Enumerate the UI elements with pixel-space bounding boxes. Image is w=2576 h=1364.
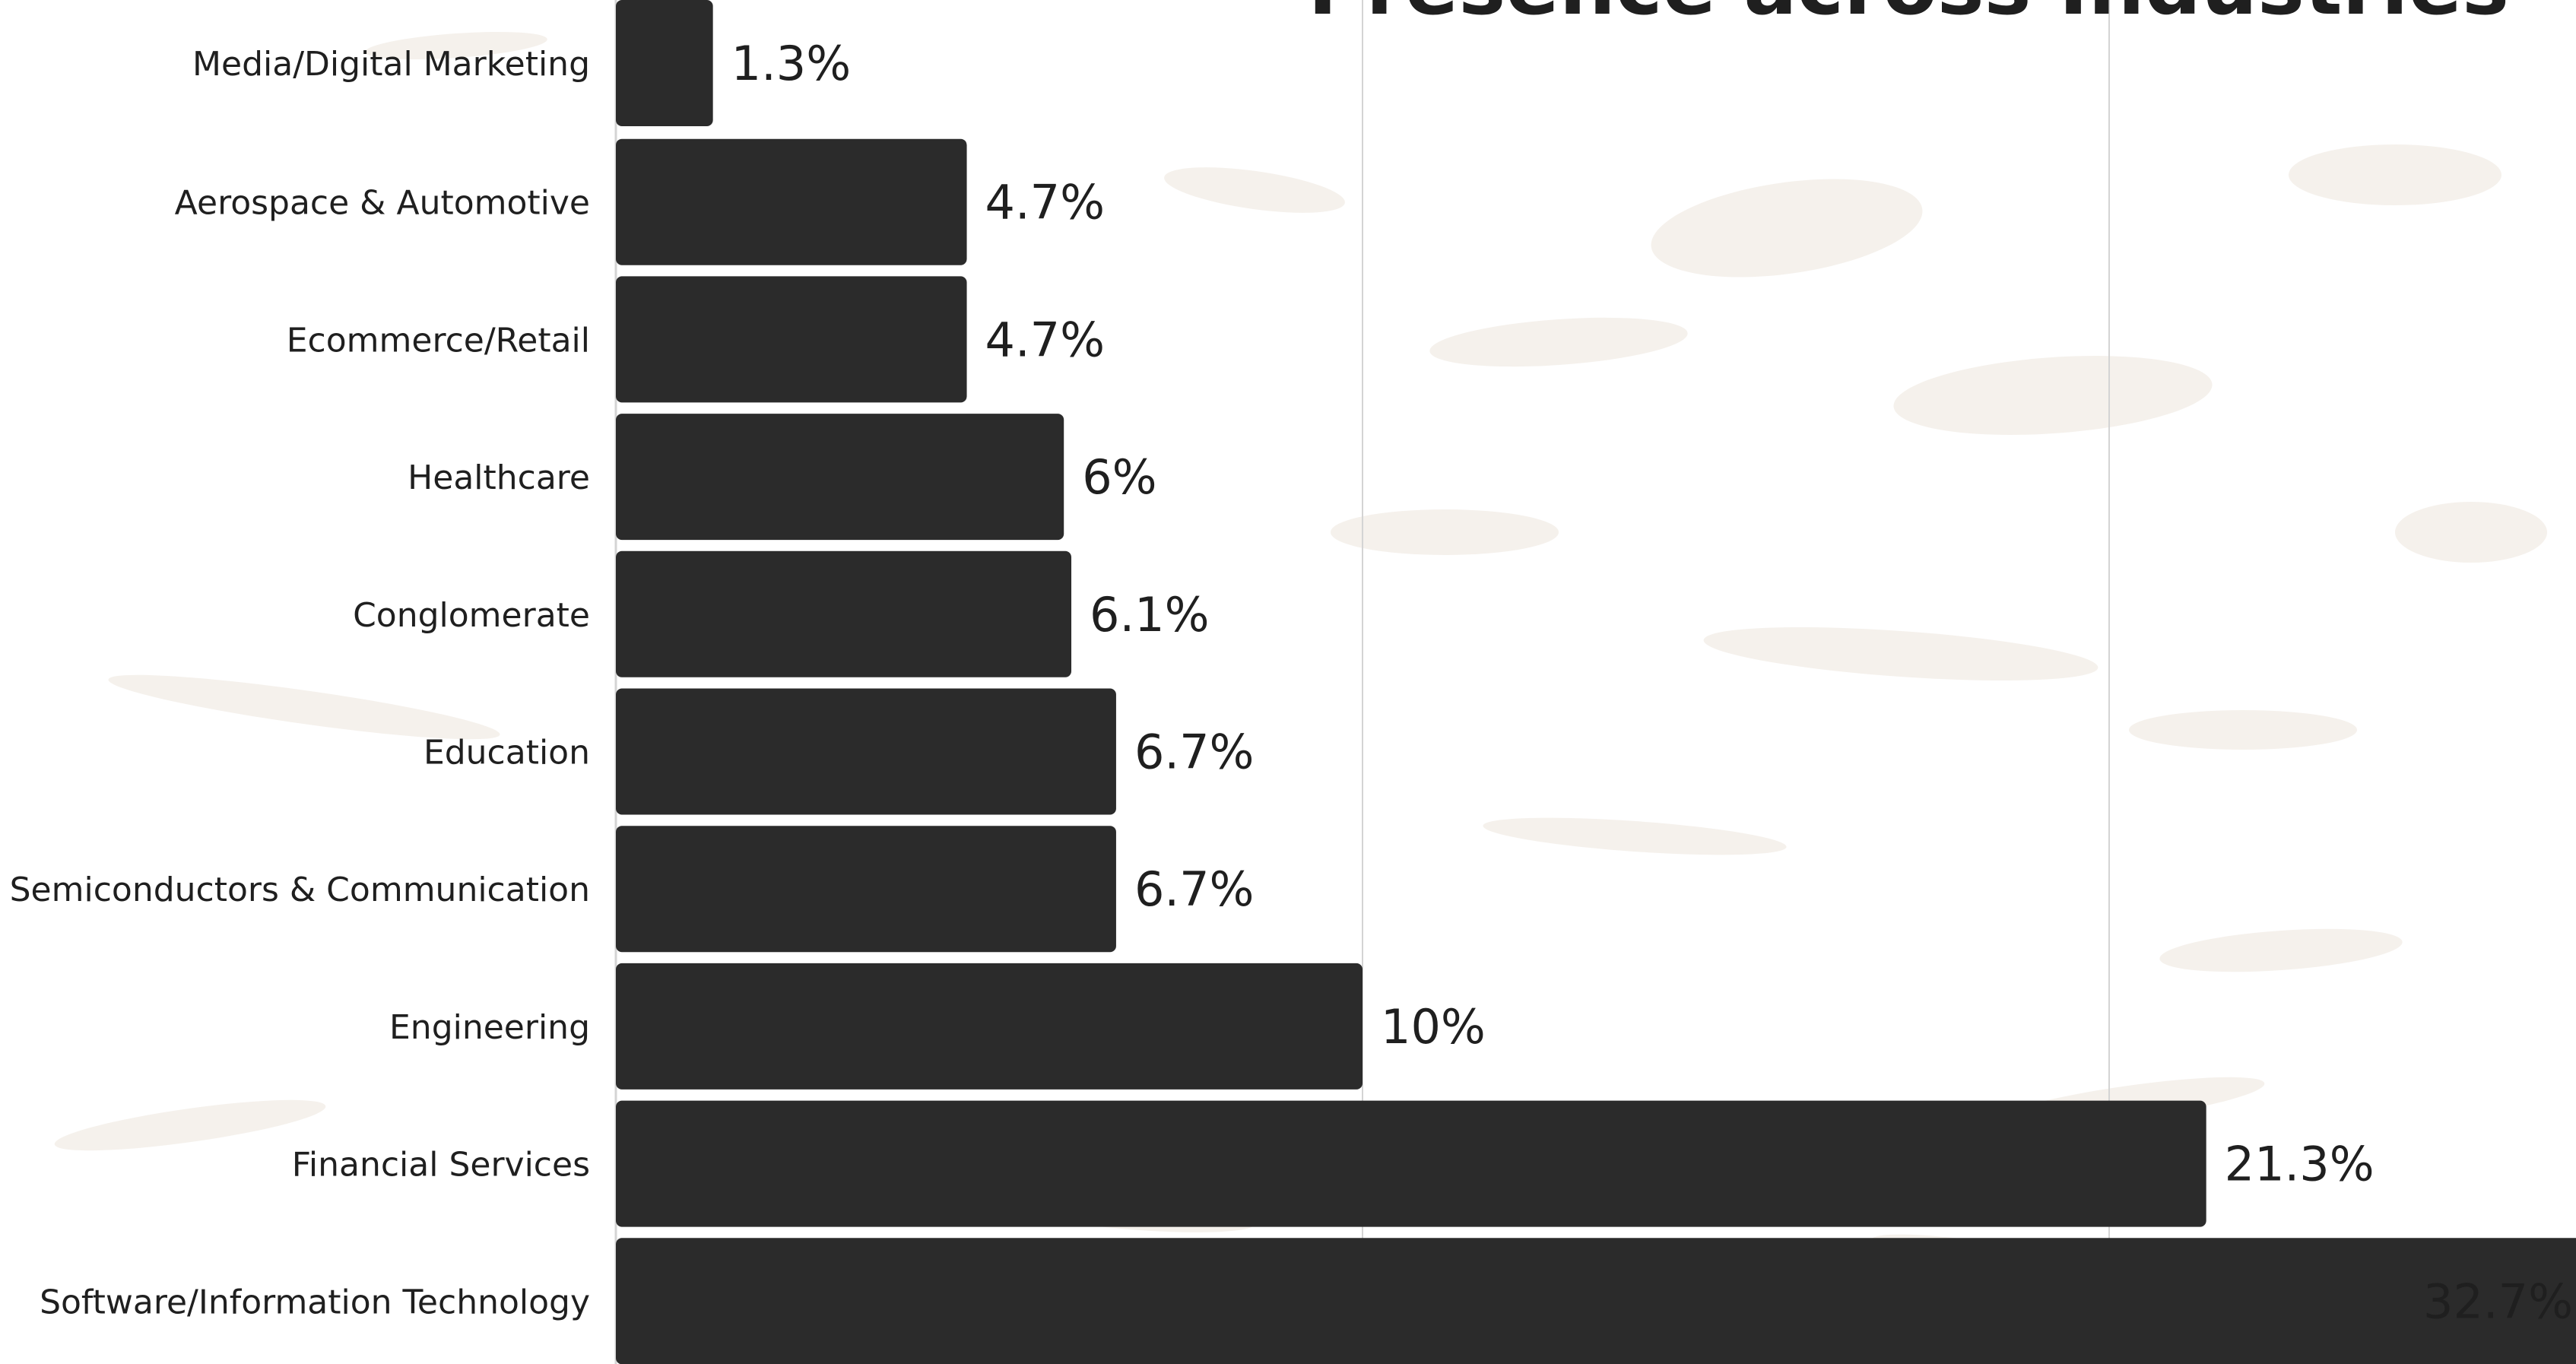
chart-title: Presence across Industries [1308,0,2509,33]
data-label: 4.7% [985,175,1106,230]
category-label: Media/Digital Marketing [192,45,590,84]
texture-mark [2289,144,2501,205]
bar[interactable] [616,550,1072,677]
category-label: Aerospace & Automotive [175,184,590,223]
category-label: Financial Services [292,1146,590,1185]
data-label: 6.7% [1134,861,1255,917]
category-label: Conglomerate [353,596,590,635]
data-label: 4.7% [985,312,1106,367]
category-label: Education [424,734,590,772]
bar[interactable] [616,688,1116,815]
texture-mark [54,1099,326,1151]
texture-mark [1893,356,2213,435]
data-label: 10% [1381,999,1486,1055]
texture-mark [1429,317,1688,367]
category-label: Semiconductors & Communication [10,871,590,909]
category-label: Software/Information Technology [40,1283,590,1321]
data-label: 21.3% [2225,1137,2375,1192]
texture-mark [2159,928,2403,972]
texture-mark [1703,627,2099,680]
texture-mark [1651,179,1923,278]
data-label: 6% [1082,449,1156,505]
data-label: 32.7% [2423,1274,2573,1329]
texture-mark [365,31,547,60]
data-label: 1.3% [731,36,852,91]
bar[interactable] [616,826,1116,953]
bar[interactable] [616,963,1363,1090]
data-label: 6.7% [1134,725,1255,780]
texture-mark [1331,509,1559,555]
bar[interactable] [616,1100,2206,1227]
bar[interactable] [616,138,967,265]
texture-mark [1483,817,1787,855]
texture-mark [2395,502,2547,563]
data-label: 6.1% [1090,587,1210,642]
bar[interactable] [616,414,1064,541]
bars [616,0,2576,1364]
bar[interactable] [616,276,967,403]
texture-mark [2129,710,2357,750]
texture-mark [1164,167,1345,213]
category-label: Healthcare [408,458,590,497]
bar[interactable] [616,1238,2576,1364]
bar[interactable] [616,0,713,126]
category-label: Ecommerce/Retail [287,321,590,360]
texture-mark [108,674,500,740]
category-label: Engineering [389,1008,590,1047]
data-labels: 1.3% 4.7% 4.7% 6% 6.1% 6.7% 6.7% 10% 21.3% 32.7% [731,36,2573,1329]
category-labels: Media/Digital Marketing Aerospace & Autom… [10,45,590,1321]
